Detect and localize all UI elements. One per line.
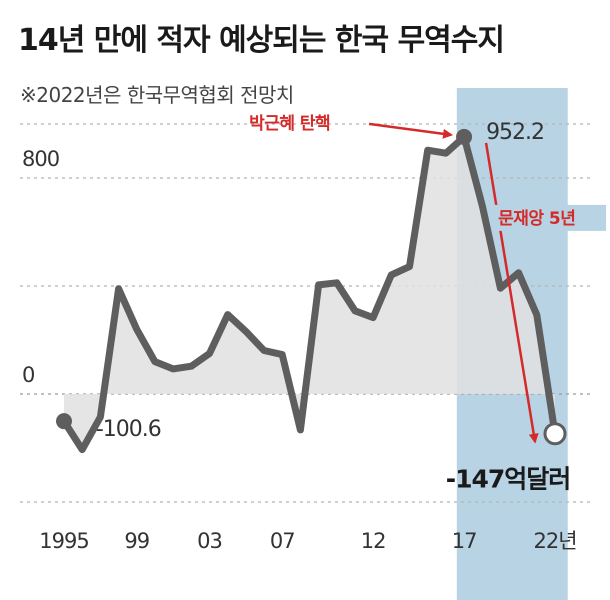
- x-tick-label: 1995: [39, 529, 88, 553]
- decline-annotation-background: [494, 204, 607, 231]
- x-tick-label: 22년: [533, 529, 576, 553]
- end-value-label: -147억달러: [446, 465, 571, 494]
- y-tick-label: 800: [22, 147, 59, 171]
- x-tick-label: 17: [452, 529, 477, 553]
- x-tick-label: 99: [124, 529, 149, 553]
- decline-arrow: [484, 142, 539, 444]
- end-point-marker: [543, 422, 567, 446]
- x-axis: 1995 99 03 07 12 17 22년: [39, 529, 577, 553]
- decline-annotation: 문재앙 5년: [498, 209, 575, 229]
- series-line: [60, 133, 559, 454]
- start-value-label: -100.6: [96, 417, 161, 442]
- impeachment-annotation: 박근혜 탄핵: [249, 114, 330, 134]
- start-point-marker: [56, 413, 72, 430]
- peak-point-marker: [456, 128, 473, 145]
- peak-value-label: 952.2: [486, 120, 544, 145]
- area-fill: [64, 136, 555, 450]
- chart-subtitle: ※2022년은 한국무역협회 전망치: [20, 83, 294, 107]
- chart-title: 14년 만에 적자 예상되는 한국 무역수지: [18, 23, 504, 58]
- x-tick-label: 03: [197, 529, 222, 553]
- x-tick-label: 12: [361, 529, 386, 553]
- impeachment-arrow: [368, 122, 454, 139]
- x-tick-label: 07: [270, 529, 295, 553]
- y-tick-label: 0: [22, 363, 34, 387]
- y-axis: 0 800: [22, 147, 60, 387]
